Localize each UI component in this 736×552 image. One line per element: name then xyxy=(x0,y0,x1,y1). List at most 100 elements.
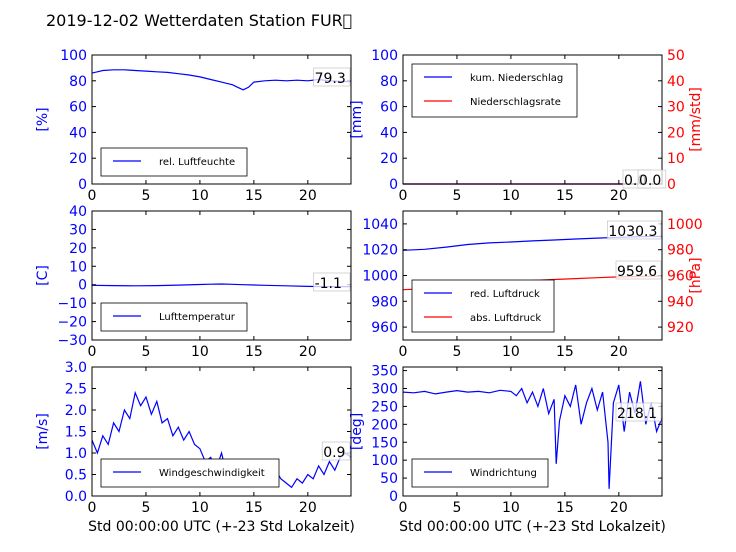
y-tick-label: 2.0 xyxy=(65,403,87,419)
legend-box xyxy=(100,302,248,332)
y-tick-label: 40 xyxy=(69,125,87,141)
y-tick-label: 0 xyxy=(389,489,398,505)
x-tick-label: 5 xyxy=(141,188,150,204)
panel-pressure: 0 5 10 15 20 960 980 1000 1020 1040 920 940 960 980 10… xyxy=(362,210,704,360)
legend-precipitation: kum. Niederschlag Niederschlagsrate xyxy=(411,63,578,118)
y-tick-label: 0 xyxy=(78,278,87,294)
legend-box xyxy=(411,458,549,488)
y-tick-label: 200 xyxy=(371,417,398,433)
x-tick-label: 5 xyxy=(141,500,150,516)
annotation-value: 0.9 xyxy=(323,445,345,461)
y-tick-label: −20 xyxy=(57,315,87,331)
x-tick-label: 20 xyxy=(299,188,317,204)
annotation-box xyxy=(321,441,351,461)
axes-frame-precipitation xyxy=(402,54,663,185)
x-tick-label: 15 xyxy=(245,188,263,204)
y-tick-label: −30 xyxy=(57,333,87,349)
y-tick-label: 100 xyxy=(371,48,398,64)
x-tick-label: 5 xyxy=(452,500,461,516)
y-tick-label: 1040 xyxy=(362,217,398,233)
y-tick-label: 30 xyxy=(69,222,87,238)
y-axis-label: [C] xyxy=(35,265,51,286)
legend-box xyxy=(100,458,280,488)
axes-frame-wind_direction xyxy=(402,366,663,497)
y-tick-label: 1000 xyxy=(362,269,398,285)
legend-label: rel. Luftfeuchte xyxy=(159,157,235,168)
x-axis-label: Std 00:00:00 UTC (+-23 Std Lokalzeit) xyxy=(88,519,355,535)
x-tick-label: 0 xyxy=(88,188,97,204)
y2-tick-label: 960 xyxy=(667,269,694,285)
x-tick-label: 20 xyxy=(610,500,628,516)
y-tick-label: 50 xyxy=(380,471,398,487)
y-tick-label: 20 xyxy=(380,151,398,167)
legend-box xyxy=(411,63,578,118)
y-tick-label: −10 xyxy=(57,296,87,312)
y-axis-label: [mm] xyxy=(349,100,365,138)
legend-wind_direction: Windrichtung xyxy=(411,458,549,488)
legend-label: kum. Niederschlag xyxy=(470,73,563,84)
axes-frame-temperature xyxy=(91,210,352,341)
legend-label: Windrichtung xyxy=(470,468,537,479)
x-tick-label: 20 xyxy=(299,500,317,516)
annotation-box xyxy=(607,220,662,240)
x-tick-label: 15 xyxy=(556,344,574,360)
series-line-wind_speed-0 xyxy=(91,390,352,489)
y2-tick-label: 50 xyxy=(667,48,685,64)
legend-box xyxy=(100,147,248,177)
y-tick-label: 1020 xyxy=(362,243,398,259)
y2-tick-label: 40 xyxy=(667,74,685,90)
x-tick-label: 10 xyxy=(502,188,520,204)
panel-wind_speed: 0 5 10 15 20 0.0 0.5 1.0 1.5 2.0 2.5 3.0 [m/s] Std 00… xyxy=(35,360,355,535)
annotation-value: 0.0 xyxy=(639,173,661,189)
x-tick-label: 5 xyxy=(452,188,461,204)
x-tick-label: 0 xyxy=(88,500,97,516)
y-tick-label: 10 xyxy=(69,259,87,275)
x-tick-label: 10 xyxy=(191,188,209,204)
figure-title: 2019-12-02 Wetterdaten Station FUR  xyxy=(46,11,352,30)
y-tick-label: 80 xyxy=(69,74,87,90)
panel-temperature: 0 5 10 15 20 −30 −20 −10 0 10 20 30 40 [C] Lufttempera… xyxy=(35,204,352,360)
y-tick-label: 1.5 xyxy=(65,425,87,441)
annotation-box xyxy=(313,67,351,87)
x-tick-label: 0 xyxy=(399,188,408,204)
y2-tick-label: 20 xyxy=(667,125,685,141)
y2-tick-label: 1000 xyxy=(667,217,703,233)
y2-tick-label: 10 xyxy=(667,151,685,167)
legend-label: Windgeschwindigkeit xyxy=(159,468,265,479)
x-axis-label: Std 00:00:00 UTC (+-23 Std Lokalzeit) xyxy=(399,519,666,535)
y-tick-label: 150 xyxy=(371,435,398,451)
y-tick-label: 40 xyxy=(380,125,398,141)
y-tick-label: 300 xyxy=(371,382,398,398)
x-tick-label: 0 xyxy=(399,344,408,360)
y-tick-label: 250 xyxy=(371,399,398,415)
y-tick-label: 60 xyxy=(69,100,87,116)
y-tick-label: 20 xyxy=(69,241,87,257)
legend-wind_speed: Windgeschwindigkeit xyxy=(100,458,280,488)
y-tick-label: 0 xyxy=(389,177,398,193)
series-line-temperature-0 xyxy=(91,283,352,288)
y-axis-label: [m/s] xyxy=(35,413,51,450)
y-axis-label: [%] xyxy=(35,107,51,131)
x-tick-label: 10 xyxy=(191,500,209,516)
y-tick-label: 0.0 xyxy=(65,489,87,505)
legend-box xyxy=(411,279,555,333)
legend-label: Lufttemperatur xyxy=(159,312,236,323)
x-tick-label: 0 xyxy=(88,344,97,360)
y2-tick-label: 30 xyxy=(667,100,685,116)
y2-axis-label: [hPa] xyxy=(688,257,704,293)
x-tick-label: 15 xyxy=(245,500,263,516)
x-tick-label: 20 xyxy=(299,344,317,360)
panel-precipitation: 0 5 10 15 20 0 20 40 60 80 100 0 10 20 30 40 50 [mm/std] [… xyxy=(349,48,704,204)
x-tick-label: 5 xyxy=(452,344,461,360)
y-tick-label: 100 xyxy=(60,48,87,64)
annotation-value: -1.1 xyxy=(315,276,342,292)
x-tick-label: 20 xyxy=(610,344,628,360)
y-tick-label: 2.5 xyxy=(65,382,87,398)
x-tick-label: 10 xyxy=(502,344,520,360)
y2-tick-label: 0 xyxy=(667,177,676,193)
y2-tick-label: 940 xyxy=(667,294,694,310)
legend-humidity: rel. Luftfeuchte xyxy=(100,147,248,177)
annotation-value: 1030.3 xyxy=(608,224,657,240)
x-tick-label: 5 xyxy=(141,344,150,360)
